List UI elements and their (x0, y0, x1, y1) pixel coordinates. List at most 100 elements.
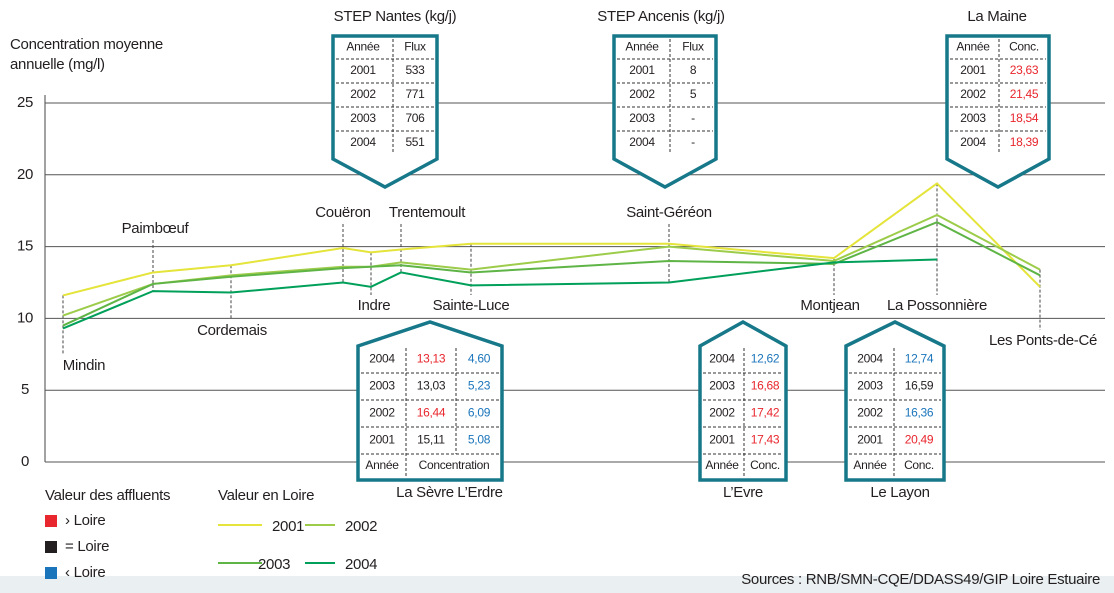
table-cell: 2002 (629, 87, 655, 101)
table-frame (331, 34, 439, 189)
table-cell: 2003 (709, 379, 735, 393)
station-label: Mindin (63, 357, 105, 374)
station-label: Sainte-Luce (433, 297, 510, 314)
table-header: Conc. (1009, 40, 1039, 54)
table-cell: 2001 (350, 63, 376, 77)
table-frame (945, 34, 1051, 189)
table-header: Concentration (419, 458, 490, 472)
table-title: STEP Ancenis (kg/j) (597, 8, 725, 25)
series-line (62, 258, 938, 330)
legend-label: 2004 (345, 556, 377, 573)
table-frame (356, 320, 504, 482)
table-cell: - (691, 135, 695, 149)
table-cell: 2004 (369, 352, 395, 366)
table-cell: 5,08 (468, 433, 491, 447)
table-header: Année (346, 40, 380, 54)
table-label: L’Evre (723, 484, 763, 501)
series-legend-title: Valeur en Loire (218, 487, 314, 504)
table-cell: 771 (405, 87, 425, 101)
table-cell: 2003 (369, 379, 395, 393)
y-tick-label: 10 (17, 309, 33, 326)
table-cell: 18,39 (1010, 135, 1039, 149)
table-cell: 2001 (629, 63, 655, 77)
table-header: Année (625, 40, 659, 54)
station-label: Indre (358, 297, 391, 314)
table-cell: - (691, 111, 695, 125)
table-cell: 2001 (369, 433, 395, 447)
legend-swatch (45, 541, 57, 553)
y-tick-label: 25 (17, 94, 33, 111)
table-cell: 12,74 (905, 352, 934, 366)
table-cell: 16,36 (905, 406, 934, 420)
table-cell: 2004 (629, 135, 655, 149)
table-cell: 8 (690, 63, 697, 77)
station-label: Les Ponts-de-Cé (989, 332, 1097, 349)
table-header: Année (853, 458, 887, 472)
table-cell: 2002 (960, 87, 986, 101)
station-label: Montjean (800, 297, 859, 314)
table-cell: 16,59 (905, 379, 934, 393)
legend-label: 2002 (345, 518, 377, 535)
table-cell: 23,63 (1010, 63, 1039, 77)
table-cell: 533 (405, 63, 425, 77)
table-title: STEP Nantes (kg/j) (334, 8, 457, 25)
y-tick-label: 5 (21, 381, 29, 398)
table-cell: 2004 (960, 135, 986, 149)
table-cell: 16,68 (751, 379, 780, 393)
table-cell: 5,23 (468, 379, 491, 393)
source: Sources : RNB/SMN-CQE/DDASS49/GIP Loire … (741, 571, 1100, 588)
table-cell: 2002 (857, 406, 883, 420)
station-label: Saint-Géréon (626, 204, 712, 221)
table-cell: 2004 (857, 352, 883, 366)
table-cell: 20,49 (905, 433, 934, 447)
table-label: La Sèvre (396, 484, 454, 501)
table-cell: 2001 (960, 63, 986, 77)
affluents-legend-title: Valeur des affluents (45, 487, 170, 504)
station-label: Cordemais (197, 322, 267, 339)
series-line (62, 221, 1041, 327)
legend-label: › Loire (65, 512, 105, 529)
legend-label: 2001 (272, 518, 304, 535)
table-header: Flux (682, 40, 704, 54)
table-cell: 2004 (350, 135, 376, 149)
legend-label: ‹ Loire (65, 564, 105, 581)
table-cell: 2002 (350, 87, 376, 101)
legend-swatch (45, 567, 57, 579)
table-cell: 2003 (350, 111, 376, 125)
table-label: Le Layon (870, 484, 929, 501)
table-cell: 18,54 (1010, 111, 1039, 125)
table-header: Conc. (750, 458, 780, 472)
table-cell: 2003 (960, 111, 986, 125)
table-frame (698, 319, 788, 482)
station-label: La Possonnière (887, 297, 987, 314)
table-cell: 2004 (709, 352, 735, 366)
table-header: Flux (404, 40, 426, 54)
table-cell: 706 (405, 111, 425, 125)
table-header: Conc. (904, 458, 934, 472)
station-label: Couëron (315, 204, 370, 221)
table-frame (844, 320, 946, 482)
table-cell: 551 (405, 135, 425, 149)
table-cell: 2003 (629, 111, 655, 125)
table-cell: 13,03 (417, 379, 446, 393)
table-cell: 13,13 (417, 352, 446, 366)
station-label: Paimbœuf (122, 220, 190, 237)
table-cell: 4,60 (468, 352, 491, 366)
series-line (62, 182, 1041, 297)
station-label: Trentemoult (389, 204, 466, 221)
table-cell: 5 (690, 87, 697, 101)
table-label: L’Erdre (457, 484, 502, 501)
table-frame (612, 34, 718, 189)
table-cell: 2001 (709, 433, 735, 447)
table-cell: 2003 (857, 379, 883, 393)
table-cell: 6,09 (468, 406, 491, 420)
table-title: La Maine (967, 8, 1026, 25)
table-header: Année (365, 458, 399, 472)
table-cell: 17,43 (751, 433, 780, 447)
table-cell: 16,44 (417, 406, 446, 420)
table-cell: 21,45 (1010, 87, 1039, 101)
footer-band (0, 576, 1114, 593)
table-header: Année (705, 458, 739, 472)
